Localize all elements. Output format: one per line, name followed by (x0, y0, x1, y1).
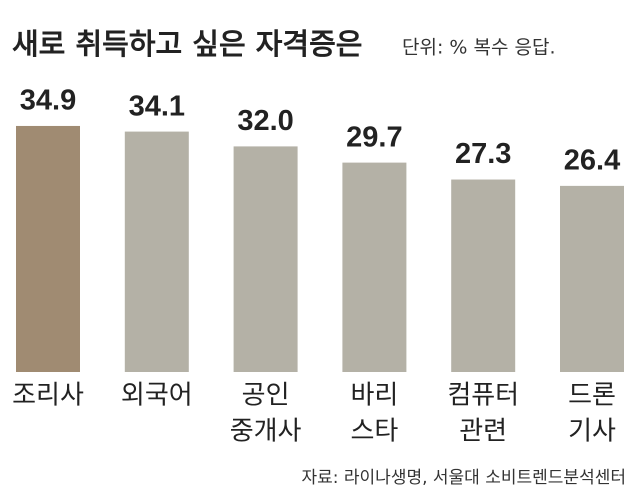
bar (451, 179, 516, 372)
category-label: 드론 (568, 381, 616, 411)
source: 자료: 라이나생명, 서울대 소비트렌드분석센터 (301, 468, 626, 488)
category-label: 관련 (459, 417, 507, 447)
value-label: 34.1 (129, 90, 185, 122)
category-label: 공인 (242, 381, 290, 411)
value-label: 32.0 (237, 105, 293, 137)
category-label: 외국어 (121, 381, 193, 411)
bar (124, 131, 189, 372)
chart-subtitle: 단위: % 복수 응답. (402, 37, 556, 59)
category-label: 중개사 (230, 417, 302, 447)
bar (16, 125, 80, 372)
bar (560, 185, 624, 372)
category-label: 스타 (350, 417, 398, 447)
bar (342, 162, 407, 372)
value-label: 26.4 (564, 145, 620, 177)
value-label: 29.7 (346, 121, 402, 153)
category-label: 컴퓨터 (447, 381, 519, 411)
category-label: 조리사 (12, 381, 84, 411)
value-label: 27.3 (455, 138, 511, 170)
bar (233, 146, 298, 372)
category-label: 바리 (350, 381, 398, 411)
value-label: 34.9 (20, 85, 76, 117)
category-label: 기사 (568, 417, 616, 447)
chart-title: 새로 취득하고 싶은 자격증은 (12, 27, 362, 61)
